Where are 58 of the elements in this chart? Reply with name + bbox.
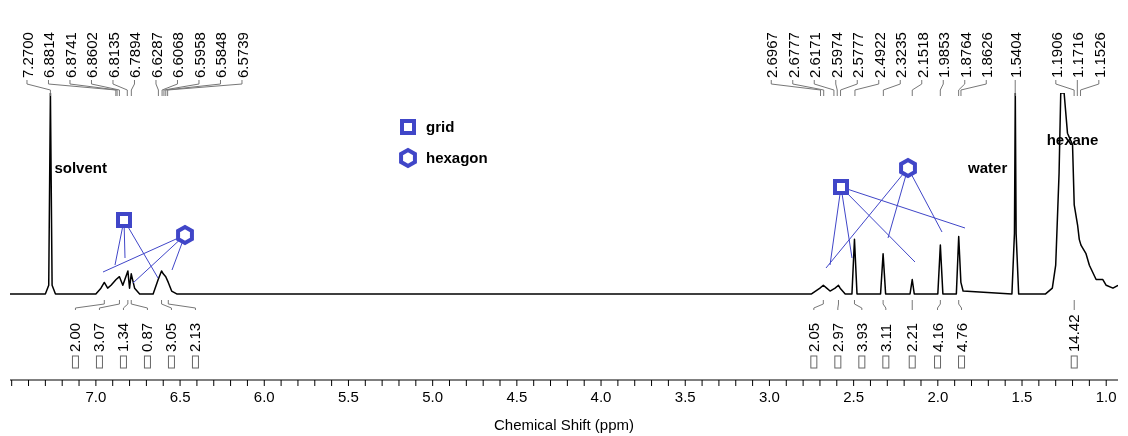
- annotation: 6.5958: [190, 32, 208, 78]
- annotation: 3.11: [876, 323, 894, 352]
- annotation: 1.34: [114, 322, 132, 352]
- annotation: 6.8741: [61, 32, 79, 78]
- x-tick-label: 3.0: [759, 388, 780, 405]
- x-tick-label: 5.5: [338, 388, 359, 405]
- annotation: 3.93: [852, 322, 870, 352]
- annotation: 1.9853: [935, 32, 953, 78]
- annotation: 2.6777: [784, 32, 802, 78]
- annotation: 2.00: [66, 322, 84, 352]
- annotation: grid: [426, 118, 455, 135]
- x-tick-label: 2.5: [843, 388, 865, 405]
- annotation: 3.07: [90, 322, 108, 352]
- annotation: solvent: [54, 159, 107, 177]
- annotation: 14.42: [1065, 314, 1083, 352]
- x-tick-label: 1.0: [1095, 388, 1117, 405]
- annotation: 4.16: [928, 322, 946, 352]
- annotation: 6.8135: [104, 32, 122, 78]
- annotation: 6.6068: [169, 32, 187, 78]
- annotation: 6.6287: [147, 32, 165, 78]
- annotation: 2.21: [903, 322, 921, 352]
- x-tick-label: 1.5: [1011, 388, 1033, 405]
- annotation: 2.5974: [827, 32, 845, 78]
- annotation: 3.05: [162, 322, 180, 352]
- x-tick-label: 3.5: [674, 388, 696, 405]
- annotation: 6.5739: [233, 32, 251, 78]
- x-tick-label: 7.0: [85, 388, 107, 405]
- x-tick-label: 6.5: [169, 388, 191, 405]
- annotation: 2.4922: [870, 32, 888, 78]
- annotation: 2.05: [804, 322, 822, 352]
- x-tick-label: 5.0: [422, 388, 444, 405]
- annotation: 2.97: [828, 322, 846, 352]
- x-tick-label: 4.0: [590, 388, 612, 405]
- annotation: 7.2700: [18, 32, 36, 78]
- annotation: hexagon: [426, 149, 488, 166]
- annotation: 1.5404: [1007, 32, 1025, 78]
- annotation: 1.1906: [1047, 32, 1065, 78]
- annotation: 2.13: [186, 322, 204, 352]
- x-tick-label: 6.0: [253, 388, 275, 405]
- x-tick-label: 4.5: [506, 388, 528, 405]
- annotation: 6.5848: [212, 32, 230, 78]
- annotation: 1.1716: [1069, 32, 1087, 78]
- annotation: 2.1518: [913, 32, 931, 78]
- annotation: 0.87: [138, 322, 156, 352]
- annotation: 1.8626: [978, 32, 996, 78]
- annotation: 1.8764: [956, 32, 974, 78]
- x-axis-title: Chemical Shift (ppm): [493, 416, 635, 433]
- x-tick-label: 2.0: [927, 388, 949, 405]
- annotation: water: [967, 159, 1008, 177]
- annotation: 2.5777: [849, 32, 867, 78]
- annotation: 2.3235: [892, 32, 910, 78]
- annotation: 2.6171: [806, 32, 824, 78]
- annotation: 1.1526: [1090, 32, 1108, 78]
- annotation: 4.76: [952, 322, 970, 352]
- annotation: 6.7894: [126, 32, 144, 78]
- annotation: 6.8602: [83, 32, 101, 78]
- annotation: 2.6967: [763, 32, 781, 78]
- annotation: 6.8814: [40, 32, 58, 78]
